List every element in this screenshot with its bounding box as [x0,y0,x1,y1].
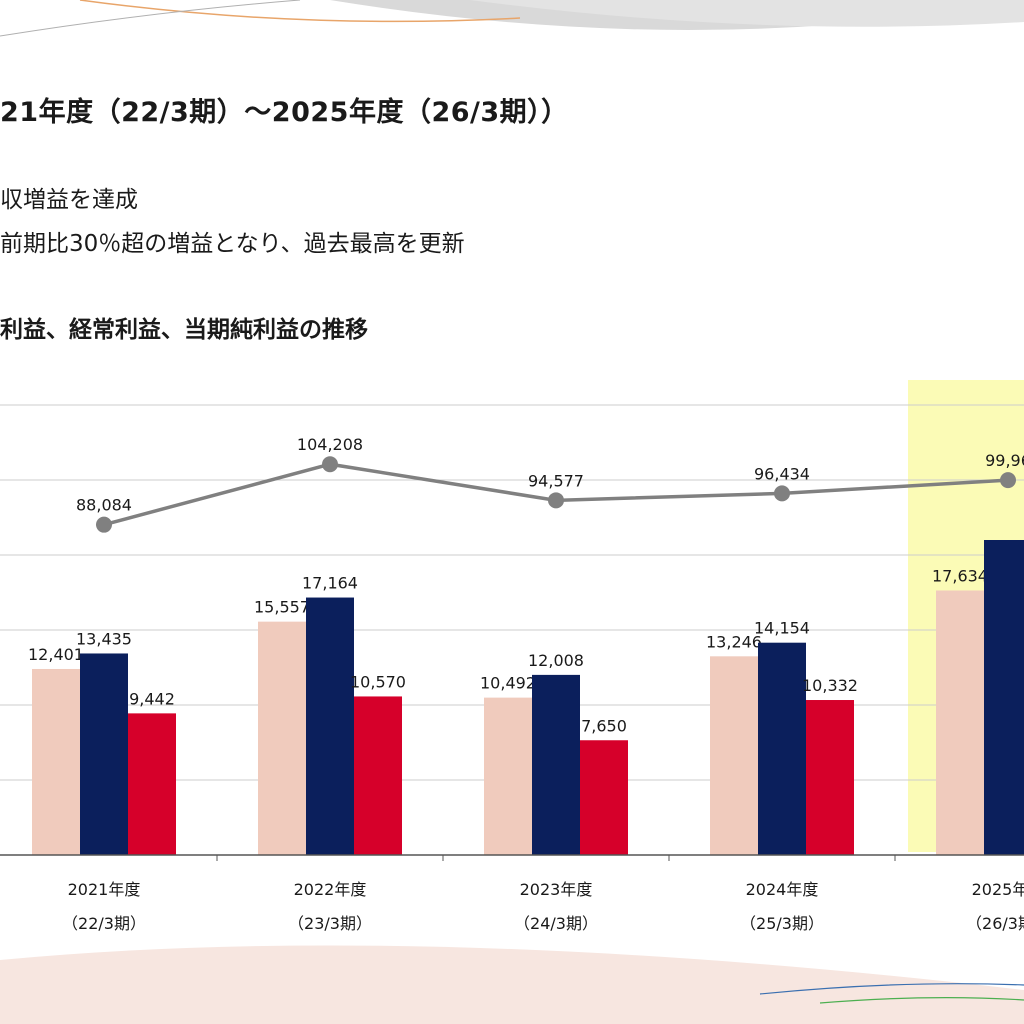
data-label: 10,492 [480,674,536,693]
bar [580,740,628,855]
category-label: 2023年度 [520,880,593,899]
category-period: （26/3期） [966,914,1024,933]
data-label: 12,008 [528,651,584,670]
data-label: 7,650 [581,716,627,735]
bar [258,621,306,855]
data-label: 17,634 [932,566,988,585]
bullet-text-1: 収増益を達成 [0,187,138,213]
bar [80,653,128,855]
category-period: （24/3期） [514,914,598,933]
line-point [1000,472,1016,489]
data-label: 12,401 [28,645,84,664]
data-label: 10,332 [802,676,858,695]
data-label: 13,246 [706,632,762,651]
category-label: 2024年度 [746,880,819,899]
category-label: 2022年度 [294,880,367,899]
line-label: 96,434 [754,464,810,483]
category-period: （25/3期） [740,914,824,933]
data-label: 10,570 [350,672,406,691]
bullet-text-2: 前期比30％超の増益となり、過去最高を更新 [0,231,465,257]
data-label: 13,435 [76,629,132,648]
line-point [774,485,790,502]
line-point [322,456,338,473]
bar [984,540,1024,855]
category-period: （23/3期） [288,914,372,933]
line-label: 88,084 [76,496,132,515]
category-label: 2025年度 [972,880,1024,899]
category-label: 2021年度 [68,880,141,899]
category-period: （22/3期） [62,914,146,933]
data-label: 9,442 [129,689,175,708]
bar [710,656,758,855]
bar [806,700,854,855]
bar [128,713,176,855]
data-label: 15,557 [254,598,310,617]
bar [32,668,80,855]
bar [306,597,354,855]
line-point [96,516,112,533]
data-label: 14,154 [754,619,810,638]
chart-title: 利益、経常利益、当期純利益の推移 [0,317,368,343]
bar [758,642,806,855]
bar [484,697,532,855]
line-point [548,492,564,509]
data-label: 17,164 [302,574,358,593]
bar [936,590,984,855]
page-heading: 21年度（22/3期）～2025年度（26/3期）） [0,97,569,128]
bar [354,696,402,855]
line-label: 99,96 [985,451,1024,470]
line-label: 104,208 [297,435,363,454]
bar [532,674,580,855]
line-label: 94,577 [528,471,584,490]
